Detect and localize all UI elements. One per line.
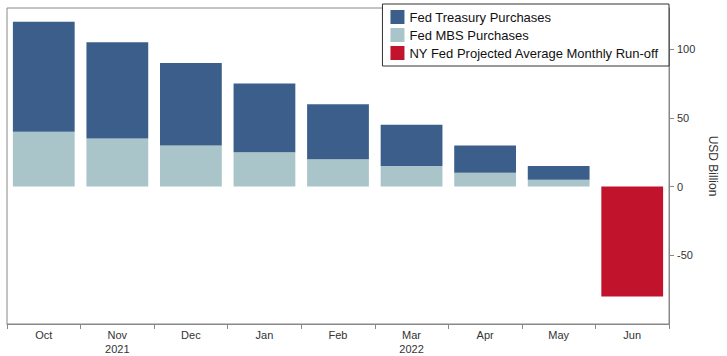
svg-text:Jun: Jun [623, 329, 641, 341]
svg-text:USD Billion: USD Billion [706, 136, 720, 197]
svg-text:Dec: Dec [181, 329, 201, 341]
svg-text:NY Fed Projected Average Month: NY Fed Projected Average Monthly Run-off [409, 46, 658, 61]
svg-text:-50: -50 [677, 249, 693, 261]
svg-text:Jan: Jan [256, 329, 274, 341]
svg-text:Fed MBS Purchases: Fed MBS Purchases [409, 28, 529, 43]
svg-text:100: 100 [677, 43, 695, 55]
svg-text:May: May [548, 329, 569, 341]
svg-text:Nov: Nov [108, 329, 128, 341]
svg-text:2022: 2022 [399, 343, 423, 355]
svg-text:Mar: Mar [402, 329, 421, 341]
svg-text:0: 0 [677, 181, 683, 193]
svg-text:Apr: Apr [477, 329, 494, 341]
svg-text:2021: 2021 [105, 343, 129, 355]
svg-text:Feb: Feb [329, 329, 348, 341]
svg-text:Oct: Oct [35, 329, 52, 341]
svg-text:Fed Treasury Purchases: Fed Treasury Purchases [409, 10, 551, 25]
svg-text:50: 50 [677, 112, 689, 124]
